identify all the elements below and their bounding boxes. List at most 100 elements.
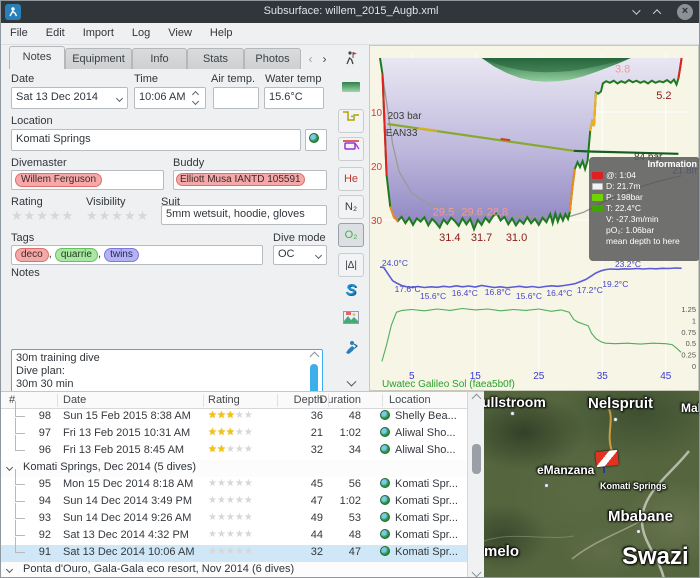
- time-field[interactable]: 10:06 AM: [134, 87, 206, 109]
- tab-bar: Notes Equipment Info Stats Photos ‹ ›: [1, 45, 335, 69]
- tab-equipment[interactable]: Equipment: [65, 48, 132, 69]
- subsurface-logo-icon[interactable]: S: [345, 282, 357, 299]
- dive-row-91[interactable]: 91 Sat 13 Dec 2014 10:06 AM ★★★★★ 32 47 Ko…: [1, 537, 467, 562]
- time-spinner[interactable]: [191, 90, 201, 106]
- col-number[interactable]: #: [9, 394, 16, 406]
- buddy-field[interactable]: Elliott Musa IANTD 105591: [173, 170, 327, 190]
- location-globe-button[interactable]: [305, 129, 327, 151]
- menu-help[interactable]: Help: [209, 27, 233, 39]
- svg-text:20: 20: [371, 162, 383, 173]
- svg-text:25: 25: [533, 371, 545, 382]
- pictures-icon[interactable]: [338, 49, 364, 73]
- heartrate-icon[interactable]: [338, 339, 364, 363]
- divemode-label: Dive mode: [273, 232, 326, 244]
- notes-label: Notes: [11, 267, 40, 279]
- svg-text:0.5: 0.5: [686, 339, 696, 348]
- infobox-row: V: -27.3m/min: [606, 214, 659, 224]
- dive-list-header[interactable]: # Date Rating Depth Duration Location: [1, 392, 467, 409]
- col-rating[interactable]: Rating: [208, 394, 240, 406]
- dive-row-96[interactable]: 96 Fri 13 Feb 2015 8:45 AM ★★★★★ 32 34 Ali…: [1, 435, 467, 460]
- map-label: Mbabane: [608, 508, 674, 525]
- mod-icon[interactable]: |Δ|: [338, 253, 364, 277]
- location-label: Location: [11, 115, 53, 127]
- maximize-button[interactable]: [649, 4, 665, 20]
- svg-text:28.8: 28.8: [487, 206, 508, 218]
- col-location[interactable]: Location: [389, 394, 431, 406]
- tab-notes[interactable]: Notes: [9, 46, 65, 69]
- dive-profile-chart[interactable]: 10 20 30 5 15 25 35 45 1.25 1 0.75 0.5 0.25 0 203 bar E…: [369, 45, 699, 391]
- col-duration[interactable]: Duration: [319, 394, 361, 406]
- menu-view[interactable]: View: [168, 27, 192, 39]
- close-button[interactable]: ×: [677, 4, 693, 20]
- dive-flag-marker[interactable]: [595, 449, 619, 468]
- menu-log[interactable]: Log: [131, 27, 151, 39]
- trip-header-row[interactable]: Komati Springs, Dec 2014 (5 dives): [1, 460, 467, 477]
- city-dot-icon: [613, 417, 618, 422]
- svg-text:19.2°C: 19.2°C: [602, 279, 628, 289]
- minimize-button[interactable]: [627, 4, 643, 20]
- tag-pill[interactable]: quarrie: [54, 248, 98, 262]
- dive-row-92[interactable]: 92 Sat 13 Dec 2014 4:32 PM ★★★★★ 44 48 Kom…: [1, 520, 467, 545]
- svg-text:16.4°C: 16.4°C: [546, 288, 572, 298]
- tab-photos[interactable]: Photos: [244, 48, 301, 69]
- tag-pill[interactable]: twins: [104, 248, 139, 262]
- menu-edit[interactable]: Edit: [45, 27, 65, 39]
- watertemp-field[interactable]: 15.6°C: [264, 87, 324, 109]
- he-graph-button[interactable]: He: [338, 167, 364, 191]
- n2-graph-button[interactable]: N₂: [338, 195, 364, 219]
- ruler-icon[interactable]: [338, 137, 364, 161]
- profile-toolbar: He N₂ O₂ |Δ| S: [335, 45, 368, 391]
- tab-scroll-left-icon[interactable]: ‹: [308, 52, 313, 66]
- scroll-up-icon[interactable]: [471, 393, 482, 404]
- dive-row-97[interactable]: 97 Fri 13 Feb 2015 10:31 AM ★★★★★ 21 1:02 …: [1, 418, 467, 443]
- svg-text:24.0°C: 24.0°C: [382, 258, 408, 268]
- dive-row-98[interactable]: 98 Sun 15 Feb 2015 8:38 AM ★★★★★ 36 48 She…: [1, 401, 467, 426]
- divemaster-field[interactable]: Willem Ferguson: [11, 170, 164, 190]
- location-field[interactable]: Komati Springs: [11, 129, 301, 151]
- chevron-down-icon: [5, 565, 14, 574]
- tab-scroll-right-icon[interactable]: ›: [322, 52, 327, 66]
- globe-icon: [309, 133, 319, 143]
- date-field[interactable]: Sat 13 Dec 2014: [11, 87, 128, 109]
- dive-row-95[interactable]: 95 Mon 15 Dec 2014 8:18 AM ★★★★★ 45 56 Kom…: [1, 469, 467, 494]
- tag-pill[interactable]: deco: [15, 248, 49, 262]
- svg-text:23.2°C: 23.2°C: [615, 259, 641, 269]
- col-depth[interactable]: Depth: [293, 394, 323, 406]
- map-label: Komati Springs: [600, 481, 667, 491]
- menu-import[interactable]: Import: [82, 27, 114, 39]
- scroll-down-icon[interactable]: [471, 567, 482, 577]
- divelist-scrollbar[interactable]: [467, 391, 484, 577]
- dive-row-94[interactable]: 94 Sun 14 Dec 2014 3:49 PM ★★★★★ 47 1:02 K…: [1, 486, 467, 511]
- dive-sites-map[interactable]: ullstroom Nelspruit Male eManzana Komati Spr…: [484, 391, 699, 577]
- o2-graph-button[interactable]: O₂: [338, 223, 364, 247]
- globe-icon: [380, 529, 390, 539]
- tab-info[interactable]: Info: [132, 48, 187, 69]
- svg-text:45: 45: [660, 371, 672, 382]
- tab-stats[interactable]: Stats: [187, 48, 244, 69]
- scroll-up-icon[interactable]: [309, 351, 320, 362]
- ceiling-toggle-icon[interactable]: [338, 77, 364, 101]
- menu-file[interactable]: File: [10, 27, 28, 39]
- trip-header-row[interactable]: Ponta d'Ouro, Gala-Gala eco resort, Nov …: [1, 562, 467, 577]
- divemaster-label: Divemaster: [11, 157, 67, 169]
- tree-branch: [15, 435, 25, 451]
- col-date[interactable]: Date: [63, 394, 87, 406]
- dc-ceiling-icon[interactable]: [338, 109, 364, 133]
- title-bar[interactable]: Subsurface: willem_2015_Augb.xml ×: [1, 1, 699, 23]
- airtemp-field[interactable]: [213, 87, 259, 109]
- dive-list-table[interactable]: # Date Rating Depth Duration Location 98…: [1, 391, 467, 577]
- suit-field[interactable]: 5mm wetsuit, hoodie, gloves: [161, 205, 327, 225]
- svg-text:1.25: 1.25: [681, 305, 696, 314]
- visibility-label: Visibility: [86, 196, 126, 208]
- tags-field[interactable]: deco, quarrie, twins: [11, 245, 263, 265]
- visibility-stars[interactable]: ★★★★★: [86, 208, 150, 223]
- tree-branch: [15, 520, 25, 536]
- photo-icon[interactable]: [338, 309, 364, 333]
- globe-icon: [380, 495, 390, 505]
- map-label: Nelspruit: [588, 395, 654, 412]
- rating-stars[interactable]: ★★★★★: [11, 208, 75, 223]
- dive-row-93[interactable]: 93 Sun 14 Dec 2014 9:26 AM ★★★★★ 49 53 Kom…: [1, 503, 467, 528]
- divemode-field[interactable]: OC: [273, 245, 327, 265]
- infobox-row: T: 22.4°C: [606, 203, 642, 213]
- svg-text:15.6°C: 15.6°C: [420, 291, 446, 301]
